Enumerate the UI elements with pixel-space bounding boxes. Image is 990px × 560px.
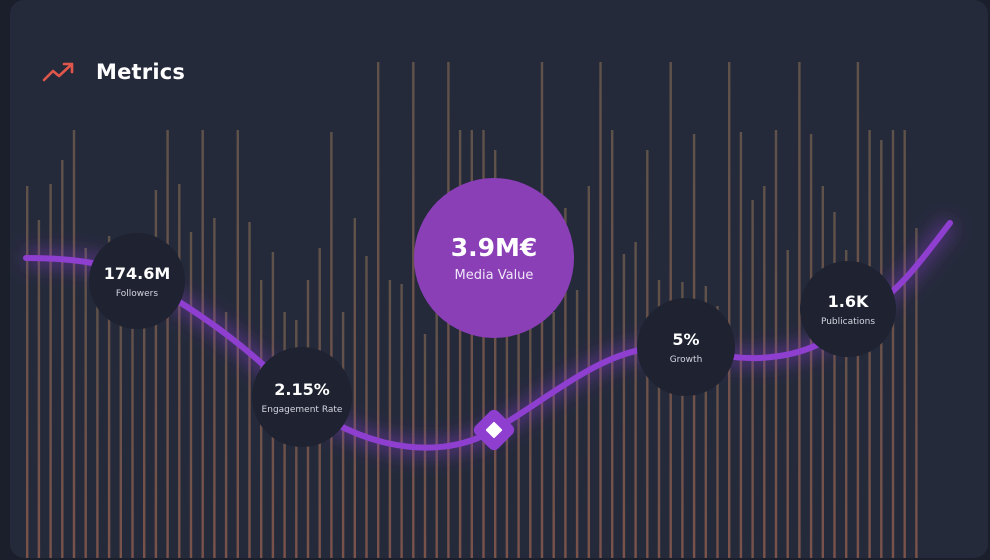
engagement-bubble[interactable]: 2.15% Engagement Rate — [252, 347, 352, 447]
background-bar — [166, 130, 169, 558]
background-bar — [49, 184, 52, 558]
card-header: Metrics — [42, 60, 185, 84]
background-bar — [903, 130, 906, 558]
page-title: Metrics — [96, 60, 186, 84]
background-bar — [377, 62, 380, 558]
background-bar — [388, 280, 392, 558]
followers-bubble[interactable]: 174.6M Followers — [89, 233, 185, 329]
background-bar — [739, 132, 743, 558]
engagement-value: 2.15% — [274, 379, 330, 399]
background-bar — [248, 222, 251, 558]
background-bar — [774, 130, 778, 558]
background-bar — [611, 130, 614, 558]
background-bar — [505, 254, 509, 558]
followers-value: 174.6M — [103, 263, 171, 283]
publications-label: Publications — [820, 316, 876, 327]
background-bar — [751, 200, 754, 558]
background-bar — [107, 236, 111, 558]
background-bar — [143, 252, 146, 558]
background-bar — [37, 220, 41, 558]
growth-label: Growth — [669, 354, 703, 365]
background-bar — [821, 186, 824, 558]
publications-value: 1.6K — [827, 291, 869, 311]
publications-bubble[interactable]: 1.6K Publications — [800, 261, 896, 357]
background-bar — [728, 62, 731, 558]
background-bar — [798, 62, 801, 558]
growth-value: 5% — [672, 329, 700, 349]
background-bar — [365, 256, 368, 558]
background-bar — [786, 250, 789, 558]
background-bar — [412, 62, 415, 558]
background-bar — [72, 130, 76, 558]
background-bar — [880, 140, 883, 558]
growth-bubble[interactable]: 5% Growth — [637, 298, 735, 396]
media-value-bubble[interactable]: 3.9M€ Media Value — [414, 178, 574, 338]
background-bar — [529, 296, 532, 558]
background-bar — [552, 312, 555, 558]
background-bar — [763, 186, 766, 558]
background-bar — [704, 286, 707, 558]
background-bar — [353, 218, 356, 558]
background-bar — [470, 130, 473, 558]
background-bar — [154, 190, 158, 558]
background-bar — [400, 284, 403, 558]
background-bar — [61, 160, 64, 558]
background-bar — [178, 184, 181, 558]
background-bar — [634, 242, 637, 558]
background-bar — [915, 228, 918, 558]
background-bar — [833, 212, 836, 558]
background-bar — [482, 130, 485, 558]
background-bar — [891, 130, 895, 558]
background-bar — [622, 254, 626, 558]
background-bar — [458, 130, 462, 558]
background-bar — [435, 310, 438, 558]
background-bar — [657, 280, 661, 558]
trending-up-icon — [42, 62, 74, 82]
engagement-label: Engagement Rate — [261, 404, 343, 415]
background-bar — [26, 186, 29, 558]
media-value-label: Media Value — [454, 268, 534, 283]
background-bar — [599, 62, 602, 558]
background-bar — [845, 250, 848, 558]
background-bar — [84, 248, 87, 558]
background-bar — [681, 282, 684, 558]
background-bar — [201, 130, 204, 558]
background-bar — [213, 218, 216, 558]
background-bar — [330, 132, 333, 558]
background-bar — [716, 306, 719, 558]
marker-diamond[interactable] — [471, 407, 516, 452]
background-bar — [131, 284, 134, 558]
media-value-value: 3.9M€ — [450, 233, 538, 262]
background-bar — [575, 290, 579, 558]
background-bar — [119, 298, 122, 558]
background-bar — [224, 312, 228, 558]
background-bar — [96, 290, 99, 558]
followers-label: Followers — [115, 288, 159, 299]
metrics-card: Metrics 174.6M Followers 2.15% Engagemen… — [10, 0, 988, 558]
background-bar — [189, 232, 193, 558]
